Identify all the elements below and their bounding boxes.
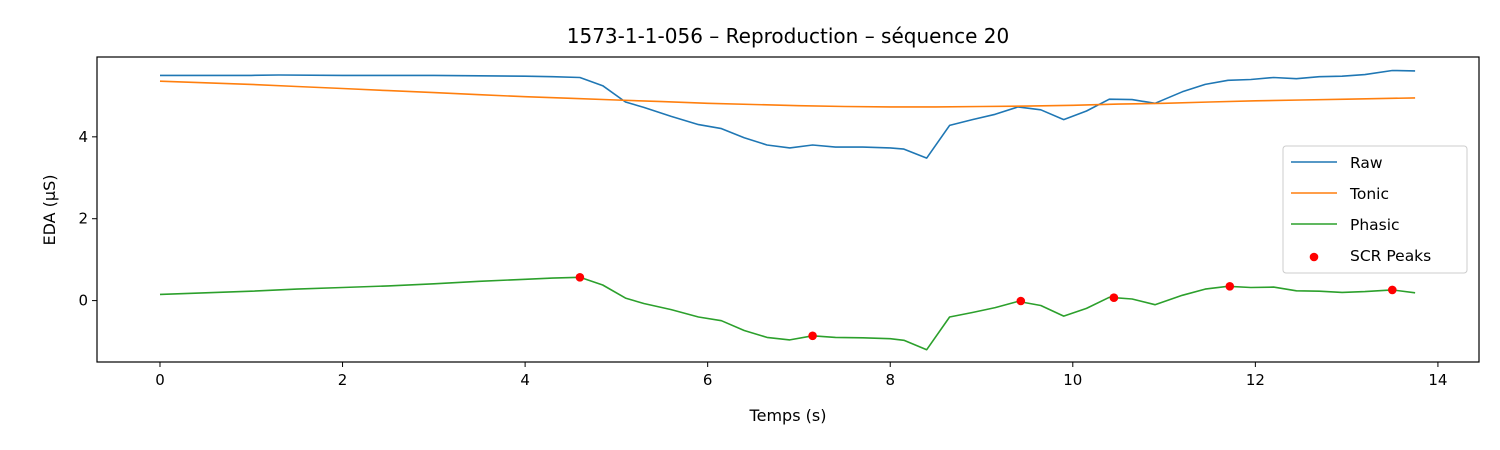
x-tick-label: 0 [155, 371, 165, 389]
scr-peak-point [575, 273, 585, 282]
legend: Raw Tonic Phasic SCR Peaks [1282, 145, 1468, 274]
x-axis-label: Temps (s) [749, 406, 827, 425]
legend-label-phasic: Phasic [1350, 216, 1400, 234]
x-tick-label: 14 [1428, 371, 1447, 389]
x-tick-label: 12 [1246, 371, 1265, 389]
chart-title: 1573-1-1-056 – Reproduction – séquence 2… [567, 24, 1009, 48]
y-tick-label: 4 [78, 128, 88, 146]
legend-label-raw: Raw [1350, 154, 1383, 172]
scr-peak-point [1016, 296, 1026, 306]
x-tick-label: 8 [885, 371, 895, 389]
plot-area-frame [96, 56, 1480, 363]
scr-peak-point [1109, 293, 1119, 303]
series-line-tonic [159, 80, 1416, 108]
legend-label-tonic: Tonic [1349, 185, 1389, 203]
y-tick-label: 2 [78, 210, 88, 228]
legend-swatch-scr-peaks [1309, 252, 1319, 262]
y-axis-ticks: 0 2 4 [78, 128, 97, 310]
scr-peak-point [1225, 282, 1235, 291]
scr-peak-point [808, 331, 817, 341]
x-axis-ticks: 0 2 4 6 8 10 12 14 [155, 362, 1447, 389]
x-tick-label: 6 [703, 371, 713, 389]
series-line-raw [160, 69, 1416, 159]
x-tick-label: 4 [520, 371, 530, 389]
scr-peaks-layer [575, 273, 1397, 341]
y-axis-label: EDA (µS) [40, 175, 59, 246]
y-tick-label: 0 [78, 292, 88, 310]
series-layer [159, 69, 1416, 351]
legend-box [1282, 145, 1468, 274]
series-line-phasic [159, 276, 1416, 351]
x-tick-label: 2 [338, 371, 348, 389]
scr-peak-point [1388, 285, 1397, 295]
legend-label-scr-peaks: SCR Peaks [1350, 247, 1431, 265]
x-tick-label: 10 [1063, 371, 1082, 389]
